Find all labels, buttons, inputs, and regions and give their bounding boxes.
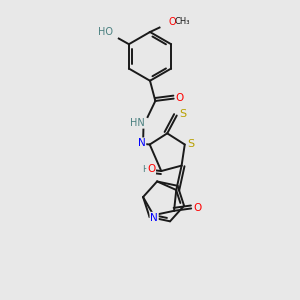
Text: N: N bbox=[150, 213, 158, 223]
Text: O: O bbox=[168, 17, 176, 27]
Text: HO: HO bbox=[98, 27, 113, 37]
Text: O: O bbox=[176, 93, 184, 103]
Text: S: S bbox=[179, 109, 186, 119]
Text: O: O bbox=[193, 203, 201, 213]
Text: S: S bbox=[188, 139, 195, 149]
Text: H: H bbox=[142, 165, 149, 174]
Text: CH₃: CH₃ bbox=[175, 17, 190, 26]
Text: N: N bbox=[138, 138, 146, 148]
Text: HN: HN bbox=[130, 118, 145, 128]
Text: O: O bbox=[147, 164, 155, 174]
